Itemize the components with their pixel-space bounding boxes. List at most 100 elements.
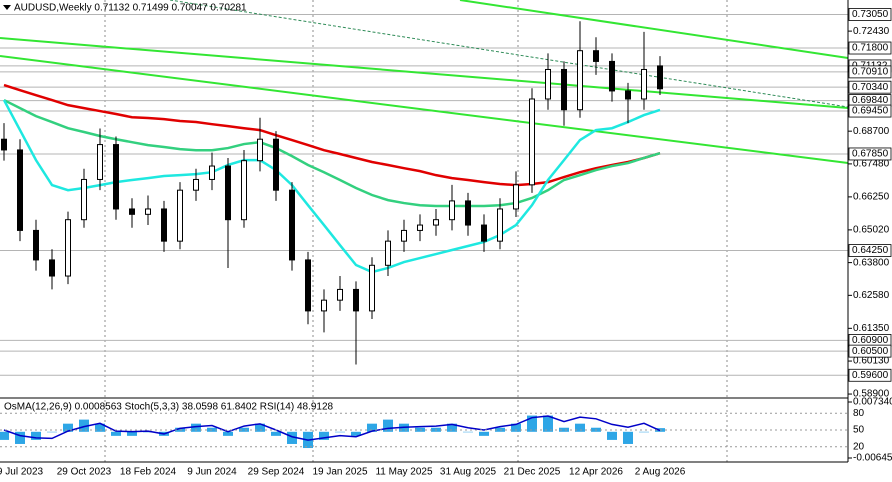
x-tick-label: 21 Dec 2025 <box>504 467 561 478</box>
osma-bar <box>47 431 57 433</box>
y-tick-label: 0.62580 <box>853 290 890 301</box>
osma-bar <box>239 427 249 432</box>
osma-bar <box>287 431 297 444</box>
candle-body <box>625 90 631 100</box>
candle-body <box>529 98 535 186</box>
y-tick-label: 0.58900 <box>853 389 890 400</box>
osma-bar <box>0 431 9 440</box>
candle-body <box>209 165 215 180</box>
candle-body <box>353 288 359 312</box>
y-tick-label: 0.63800 <box>853 257 890 268</box>
trendline <box>0 37 849 109</box>
level-box <box>848 147 892 161</box>
candle-body <box>369 264 375 312</box>
candle-body <box>17 149 23 231</box>
level-label: 0.67850 <box>852 149 889 160</box>
level-box <box>848 80 892 94</box>
chart-title: AUDUSD,Weekly 0.71132 0.71499 0.70047 0.… <box>14 3 247 14</box>
level-label: 0.70340 <box>852 82 889 93</box>
x-tick-label: 9 Jun 2024 <box>187 467 237 478</box>
osma-bar <box>255 423 265 432</box>
osma-bar <box>351 431 361 436</box>
osma-bar <box>511 423 521 432</box>
osma-bar <box>607 431 617 440</box>
level-label: 0.69840 <box>852 95 889 106</box>
candle-body <box>289 189 295 261</box>
candle-body <box>145 208 151 215</box>
indicator-label: OsMA(12,26,9) 0.0008563 Stoch(5,3,3) 38.… <box>4 402 334 413</box>
candle-body <box>305 259 311 312</box>
osma-bar <box>447 423 457 432</box>
candle-body <box>81 178 87 221</box>
level-box <box>848 104 892 118</box>
y-tick-label: 0.60130 <box>853 356 890 367</box>
moving-average <box>3 83 661 187</box>
plot <box>0 21 665 449</box>
osma-bar <box>367 423 377 432</box>
candle-body <box>321 299 327 312</box>
y-tick-label: -0.006457 <box>853 453 892 464</box>
candle-body <box>273 138 279 191</box>
candle-body <box>193 178 199 191</box>
osma-bar <box>127 431 137 436</box>
level-label: 0.73050 <box>852 9 889 20</box>
x-tick-label: 18 Feb 2024 <box>120 467 177 478</box>
x-tick-label: 2 Aug 2026 <box>635 467 686 478</box>
candle-body <box>129 208 135 215</box>
level-label: 0.59600 <box>852 370 889 381</box>
y2-tick-label: 80 <box>853 408 865 419</box>
level-box <box>848 41 892 55</box>
candle-body <box>49 259 55 277</box>
y-tick-label: 0.68700 <box>853 126 890 137</box>
collapse-icon[interactable] <box>3 5 11 10</box>
y2-tick-label: 20 <box>853 441 865 452</box>
x-tick-label: 29 Sep 2024 <box>248 467 305 478</box>
osma-bar <box>191 423 201 432</box>
osma-bar <box>111 431 121 436</box>
y-tick-label: 0.72430 <box>853 26 890 37</box>
candle-body <box>545 68 551 100</box>
candle-body <box>449 200 455 221</box>
x-tick-label: 11 May 2025 <box>375 467 433 478</box>
osma-bar <box>223 431 233 436</box>
candle-body <box>401 229 407 242</box>
moving-average <box>3 98 661 208</box>
osma-bar <box>319 431 329 440</box>
candle-body <box>177 189 183 242</box>
y-tick-label: 0.65020 <box>853 225 890 236</box>
candle-body <box>609 60 615 92</box>
osma-bar <box>79 419 89 432</box>
osma-bar <box>271 431 281 436</box>
x-tick-label: 31 Aug 2025 <box>440 467 497 478</box>
candle-body <box>417 224 423 231</box>
candle-body <box>593 50 599 62</box>
candle-body <box>385 240 391 266</box>
osma-bar <box>543 415 553 432</box>
candle-body <box>257 138 263 162</box>
level-label: 0.60500 <box>852 346 889 357</box>
trendline <box>0 55 849 164</box>
x-tick-label: 29 Oct 2023 <box>57 467 112 478</box>
candle-body <box>657 65 663 90</box>
osma-bar <box>95 423 105 432</box>
trendlines <box>0 0 849 164</box>
y-tick-label: 0.66250 <box>853 192 890 203</box>
candle-body <box>225 165 231 221</box>
osma-bar <box>31 431 41 440</box>
level-box <box>848 65 892 79</box>
candle-body <box>561 68 567 111</box>
candle-body <box>641 68 647 100</box>
candle-body <box>161 208 167 242</box>
level-box <box>848 8 892 21</box>
osma-bar <box>479 431 489 436</box>
level-label: 0.71800 <box>852 43 889 54</box>
y-tick-label: 0.67480 <box>853 159 890 170</box>
level-box <box>848 368 892 382</box>
candle-body <box>337 288 343 301</box>
candle-body <box>33 229 39 261</box>
levels <box>0 13 848 376</box>
indicator-line <box>3 415 661 441</box>
level-label: 0.70910 <box>852 67 889 78</box>
